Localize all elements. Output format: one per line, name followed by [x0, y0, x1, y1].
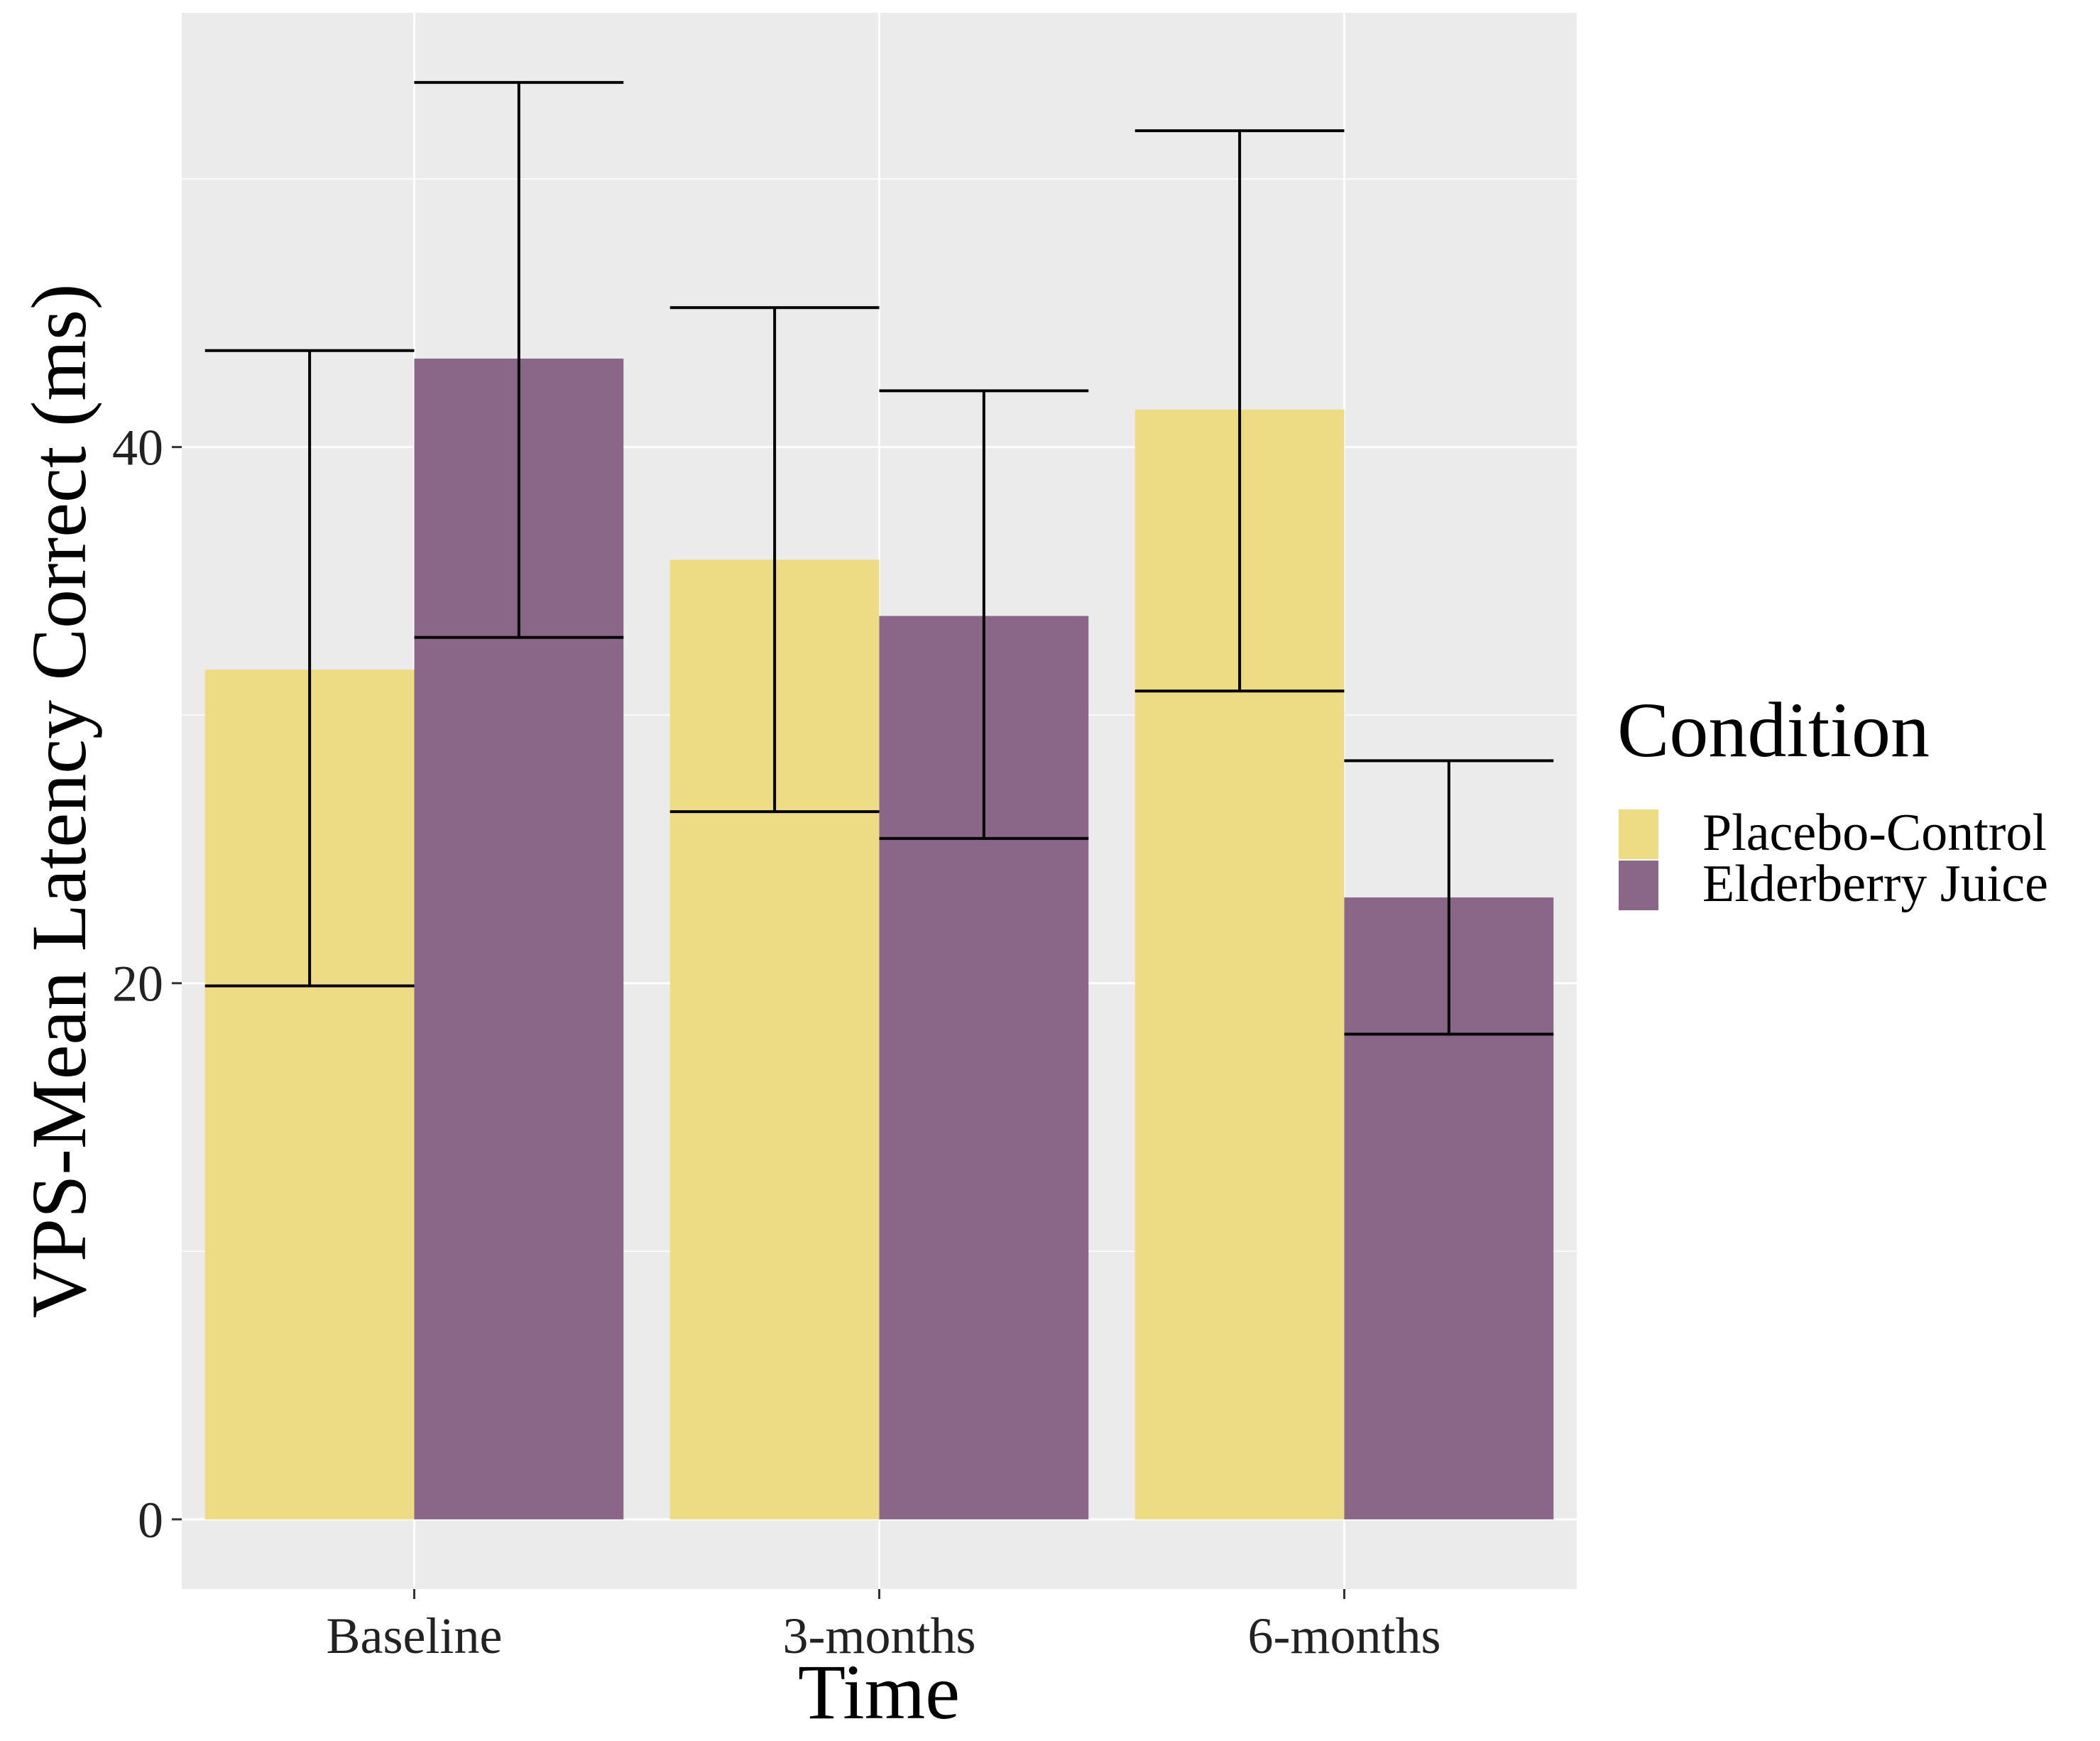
x-tick-label: Baseline — [327, 1608, 503, 1664]
x-axis-ticks: Baseline 3-months 6-months — [327, 1589, 1441, 1664]
legend-swatch-elderberry-juice — [1619, 861, 1658, 910]
legend-label: Placebo-Control — [1702, 804, 2047, 862]
y-axis-ticks: 0 20 40 — [112, 420, 182, 1549]
bars — [204, 359, 1554, 1519]
y-axis-title: VPS-Mean Latency Correct (ms) — [16, 283, 102, 1318]
legend-label: Elderberry Juice — [1702, 855, 2048, 913]
legend-title: Condition — [1617, 687, 1930, 773]
legend-swatch-placebo-control — [1619, 809, 1658, 859]
y-tick-label: 40 — [112, 420, 163, 476]
y-tick-label: 0 — [138, 1492, 163, 1549]
x-axis-title: Time — [798, 1649, 960, 1735]
x-tick-label: 6-months — [1247, 1608, 1440, 1664]
error-bars — [204, 81, 1554, 1036]
y-tick-label: 20 — [112, 956, 163, 1013]
x-tick-label: 3-months — [782, 1608, 975, 1664]
